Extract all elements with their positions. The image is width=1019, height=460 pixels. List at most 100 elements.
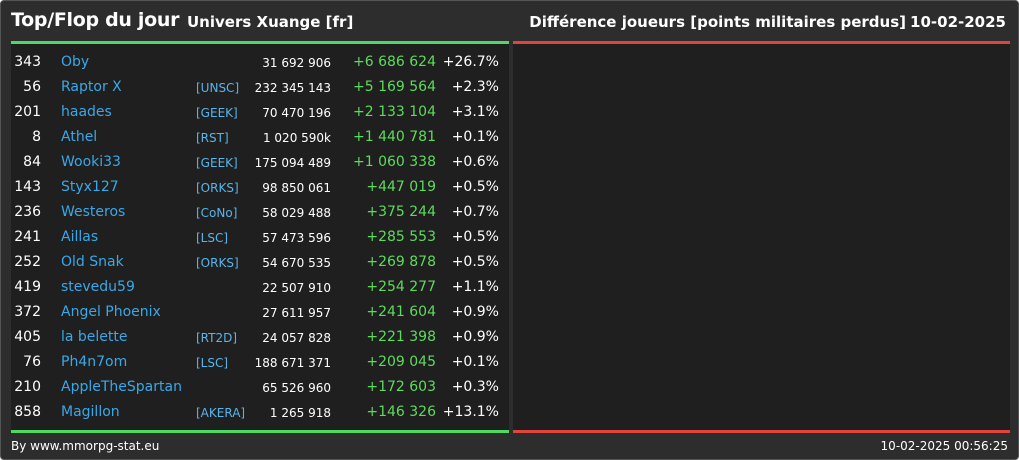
player-points: 232 345 143: [254, 81, 331, 95]
player-name-link[interactable]: Old Snak: [61, 254, 124, 270]
table-row: 372 Angel Phoenix 27 611 957 +241 604 +0.9%: [11, 300, 509, 325]
points-difference: +1 060 338: [353, 154, 436, 170]
player-name-link[interactable]: la belette: [61, 329, 128, 345]
points-difference: +5 169 564: [353, 79, 436, 95]
player-name-link[interactable]: Oby: [61, 54, 90, 70]
percent-change: +0.9%: [451, 329, 499, 345]
table-row: 76 Ph4n7om [LSC] 188 671 371 +209 045 +0.1%: [11, 350, 509, 375]
alliance-tag-link[interactable]: [GEEK]: [196, 106, 238, 120]
points-difference: +254 277: [366, 279, 436, 295]
percent-change: +0.5%: [451, 254, 499, 270]
table-row: 8 Athel [RST] 1 020 590k +1 440 781 +0.1%: [11, 125, 509, 150]
alliance-tag-link[interactable]: [RST]: [196, 131, 229, 145]
table-row: 210 AppleTheSpartan 65 526 960 +172 603 +0.3…: [11, 375, 509, 400]
player-name-link[interactable]: Magillon: [61, 404, 120, 420]
player-name-link[interactable]: Styx127: [61, 179, 119, 195]
player-name-link[interactable]: Wooki33: [61, 154, 121, 170]
player-rank: 241: [14, 229, 41, 245]
player-rank: 8: [32, 129, 41, 145]
alliance-tag-link[interactable]: [LSC]: [196, 231, 229, 245]
player-rank: 419: [14, 279, 41, 295]
table-row: 56 Raptor X [UNSC] 232 345 143 +5 169 564 +2.…: [11, 75, 509, 100]
player-name-link[interactable]: AppleTheSpartan: [61, 379, 182, 395]
points-difference: +269 878: [366, 254, 436, 270]
player-rank: 372: [14, 304, 41, 320]
percent-change: +0.9%: [451, 304, 499, 320]
player-name-link[interactable]: stevedu59: [61, 279, 135, 295]
alliance-tag-link[interactable]: [UNSC]: [196, 81, 240, 95]
player-rank: 405: [14, 329, 41, 345]
player-name-link[interactable]: haades: [61, 104, 112, 120]
player-name-link[interactable]: Angel Phoenix: [61, 304, 161, 320]
table-row: 858 Magillon [AKERA] 1 265 918 +146 326 +13.1…: [11, 400, 509, 425]
player-points: 27 611 957: [262, 306, 331, 320]
points-difference: +209 045: [366, 354, 436, 370]
points-difference: +375 244: [366, 204, 436, 220]
table-row: 343 Oby 31 692 906 +6 686 624 +26.7%: [11, 50, 509, 75]
percent-change: +1.1%: [451, 279, 499, 295]
table-row: 201 haades [GEEK] 70 470 196 +2 133 104 +3.1%: [11, 100, 509, 125]
player-points: 54 670 535: [262, 256, 331, 270]
metric-label: Différence joueurs [points militaires pe…: [529, 13, 906, 31]
table-row: 241 Aillas [LSC] 57 473 596 +285 553 +0.5%: [11, 225, 509, 250]
percent-change: +0.6%: [451, 154, 499, 170]
header-date: 10-02-2025: [910, 13, 1006, 31]
player-rank: 76: [23, 354, 41, 370]
player-rank: 858: [14, 404, 41, 420]
top-panel: 343 Oby 31 692 906 +6 686 624 +26.7% 56 Raptor…: [11, 41, 509, 433]
percent-change: +0.1%: [451, 129, 499, 145]
player-points: 58 029 488: [262, 206, 331, 220]
player-rank: 56: [23, 79, 41, 95]
percent-change: +2.3%: [451, 79, 499, 95]
player-rank: 236: [14, 204, 41, 220]
percent-change: +0.5%: [451, 179, 499, 195]
table-row: 143 Styx127 [ORKS] 98 850 061 +447 019 +0.5%: [11, 175, 509, 200]
points-difference: +241 604: [366, 304, 436, 320]
player-points: 188 671 371: [254, 356, 331, 370]
percent-change: +3.1%: [451, 104, 499, 120]
points-difference: +172 603: [366, 379, 436, 395]
table-row: 419 stevedu59 22 507 910 +254 277 +1.1%: [11, 275, 509, 300]
player-points: 24 057 828: [262, 331, 331, 345]
player-points: 22 507 910: [262, 281, 331, 295]
player-name-link[interactable]: Aillas: [61, 229, 99, 245]
alliance-tag-link[interactable]: [GEEK]: [196, 156, 238, 170]
percent-change: +13.1%: [442, 404, 499, 420]
player-name-link[interactable]: Raptor X: [61, 79, 122, 95]
table-row: 84 Wooki33 [GEEK] 175 094 489 +1 060 338 +0.6…: [11, 150, 509, 175]
percent-change: +0.1%: [451, 354, 499, 370]
table-row: 236 Westeros [CoNo] 58 029 488 +375 244 +0.7%: [11, 200, 509, 225]
player-points: 70 470 196: [262, 106, 331, 120]
player-points: 1 020 590k: [262, 131, 331, 145]
alliance-tag-link[interactable]: [LSC]: [196, 356, 229, 370]
alliance-tag-link[interactable]: [AKERA]: [196, 406, 246, 420]
flop-panel: [513, 41, 1010, 433]
player-points: 175 094 489: [254, 156, 331, 170]
percent-change: +0.3%: [451, 379, 499, 395]
table-row: 252 Old Snak [ORKS] 54 670 535 +269 878 +0.5%: [11, 250, 509, 275]
player-name-link[interactable]: Ph4n7om: [61, 354, 128, 370]
player-rank: 201: [14, 104, 41, 120]
player-points: 1 265 918: [269, 406, 331, 420]
alliance-tag-link[interactable]: [RT2D]: [196, 331, 238, 345]
alliance-tag-link[interactable]: [ORKS]: [196, 181, 239, 195]
footer-timestamp: 10-02-2025 00:56:25: [880, 439, 1008, 453]
source-credit: By www.mmorpg-stat.eu: [11, 439, 160, 453]
universe-label: Univers Xuange [fr]: [187, 13, 354, 31]
player-name-link[interactable]: Athel: [61, 129, 98, 145]
percent-change: +0.7%: [451, 204, 499, 220]
points-difference: +285 553: [366, 229, 436, 245]
percent-change: +0.5%: [451, 229, 499, 245]
player-rank: 252: [14, 254, 41, 270]
player-points: 31 692 906: [262, 56, 331, 70]
alliance-tag-link[interactable]: [CoNo]: [196, 206, 238, 220]
player-points: 65 526 960: [262, 381, 331, 395]
player-rank: 84: [23, 154, 41, 170]
player-rank: 143: [14, 179, 41, 195]
page-title: Top/Flop du jour: [11, 9, 180, 31]
player-name-link[interactable]: Westeros: [61, 204, 126, 220]
alliance-tag-link[interactable]: [ORKS]: [196, 256, 239, 270]
points-difference: +1 440 781: [353, 129, 436, 145]
points-difference: +2 133 104: [353, 104, 436, 120]
